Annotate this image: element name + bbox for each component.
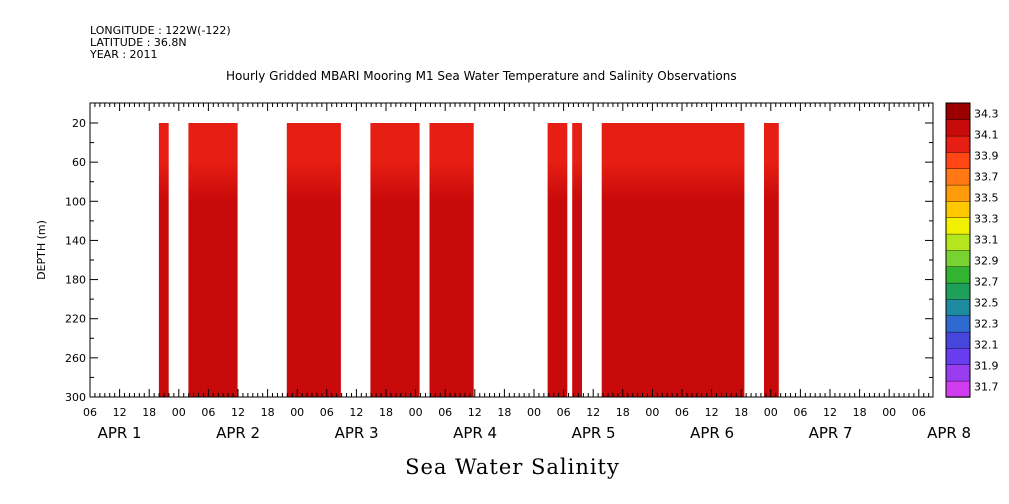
y-tick-label: 300 — [65, 391, 86, 404]
y-tick-label: 20 — [72, 117, 86, 130]
data-segment — [572, 123, 582, 397]
x-tick-label: 00 — [409, 406, 423, 419]
colorbar-label: 34.3 — [974, 108, 999, 121]
x-tick-label: 06 — [675, 406, 689, 419]
x-axis: 06 12 18 00 06 12 18 00 06 12 18 00 06 12 18 00 06 12 18 00… — [83, 103, 971, 442]
day-label: APR 3 — [335, 424, 379, 442]
x-tick-label: 18 — [261, 406, 275, 419]
colorbar-label: 33.7 — [974, 171, 999, 184]
colorbar-label: 33.9 — [974, 150, 999, 163]
colorbar-swatch — [945, 184, 971, 202]
colorbar-swatch — [945, 249, 971, 267]
colorbar-frame — [945, 102, 971, 398]
data-segments — [158, 123, 779, 397]
colorbar: 31.7 31.9 32.1 32.3 32.5 32.7 32.9 33.1 33.3 33.5… — [945, 102, 999, 398]
latitude-label: LATITUDE : 36.8N — [90, 36, 187, 49]
plot-frame — [89, 102, 934, 398]
colorbar-swatch — [945, 331, 971, 349]
colorbar-swatch — [945, 282, 971, 300]
y-tick-label: 60 — [72, 156, 86, 169]
x-tick-label: 12 — [468, 406, 482, 419]
x-tick-label: 12 — [231, 406, 245, 419]
x-tick-label: 18 — [497, 406, 511, 419]
day-label: APR 6 — [690, 424, 734, 442]
data-segment — [188, 123, 238, 397]
day-label: APR 8 — [927, 424, 971, 442]
colorbar-swatch — [945, 347, 971, 365]
colorbar-swatch — [945, 102, 971, 120]
colorbar-label: 33.5 — [974, 192, 999, 205]
x-tick-label: 06 — [793, 406, 807, 419]
x-tick-label: 00 — [882, 406, 896, 419]
data-segment — [601, 123, 745, 397]
day-label: APR 1 — [98, 424, 142, 442]
y-axis: 20 60 100 140 180 220 260 300 — [65, 117, 933, 404]
x-tick-label: 18 — [853, 406, 867, 419]
colorbar-label: 32.5 — [974, 297, 999, 310]
y-tick-label: 140 — [65, 234, 86, 247]
data-segment — [370, 123, 420, 397]
y-axis-label: DEPTH (m) — [35, 220, 48, 280]
longitude-label: LONGITUDE : 122W(-122) — [90, 24, 231, 37]
data-segment — [444, 123, 474, 397]
colorbar-label: 32.9 — [974, 255, 999, 268]
colorbar-swatch — [945, 298, 971, 316]
colorbar-swatch — [945, 119, 971, 137]
x-tick-label: 00 — [764, 406, 778, 419]
x-tick-label: 12 — [586, 406, 600, 419]
colorbar-swatch — [945, 151, 971, 169]
x-tick-label: 06 — [83, 406, 97, 419]
colorbar-label: 31.9 — [974, 360, 999, 373]
y-tick-label: 180 — [65, 274, 86, 287]
colorbar-swatch — [945, 135, 971, 153]
colorbar-swatch — [945, 266, 971, 284]
day-label: APR 5 — [572, 424, 616, 442]
x-tick-label: 06 — [438, 406, 452, 419]
colorbar-swatch — [945, 200, 971, 218]
chart-title: Hourly Gridded MBARI Mooring M1 Sea Wate… — [226, 69, 737, 83]
year-label: YEAR : 2011 — [90, 48, 158, 61]
colorbar-swatch — [945, 364, 971, 382]
colorbar-label: 33.1 — [974, 234, 999, 247]
y-tick-label: 100 — [65, 195, 86, 208]
x-tick-label: 06 — [320, 406, 334, 419]
colorbar-label: 34.1 — [974, 129, 999, 142]
data-segment — [547, 123, 568, 397]
x-tick-label: 18 — [734, 406, 748, 419]
x-tick-label: 12 — [349, 406, 363, 419]
variable-title: Sea Water Salinity — [405, 455, 620, 479]
x-tick-label: 12 — [705, 406, 719, 419]
data-segment — [158, 123, 169, 397]
x-tick-label: 00 — [290, 406, 304, 419]
day-label: APR 4 — [453, 424, 497, 442]
colorbar-swatch — [945, 217, 971, 235]
x-tick-label: 00 — [645, 406, 659, 419]
x-tick-label: 06 — [201, 406, 215, 419]
day-label: APR 2 — [216, 424, 260, 442]
colorbar-label: 33.3 — [974, 213, 999, 226]
data-segment — [286, 123, 341, 397]
colorbar-swatch — [945, 233, 971, 251]
x-tick-label: 18 — [142, 406, 156, 419]
day-label: APR 7 — [809, 424, 853, 442]
colorbar-swatch — [945, 168, 971, 186]
x-tick-label: 00 — [172, 406, 186, 419]
x-tick-label: 18 — [379, 406, 393, 419]
colorbar-label: 32.1 — [974, 339, 999, 352]
x-tick-label: 06 — [912, 406, 926, 419]
x-tick-label: 06 — [557, 406, 571, 419]
x-tick-label: 00 — [527, 406, 541, 419]
colorbar-label: 32.3 — [974, 318, 999, 331]
x-tick-label: 12 — [113, 406, 127, 419]
colorbar-swatch — [945, 380, 971, 398]
colorbar-label: 31.7 — [974, 381, 999, 394]
y-tick-label: 260 — [65, 352, 86, 365]
x-tick-label: 18 — [616, 406, 630, 419]
data-segment — [764, 123, 779, 397]
y-tick-label: 220 — [65, 313, 86, 326]
x-tick-label: 12 — [823, 406, 837, 419]
colorbar-swatch — [945, 315, 971, 333]
colorbar-label: 32.7 — [974, 276, 999, 289]
